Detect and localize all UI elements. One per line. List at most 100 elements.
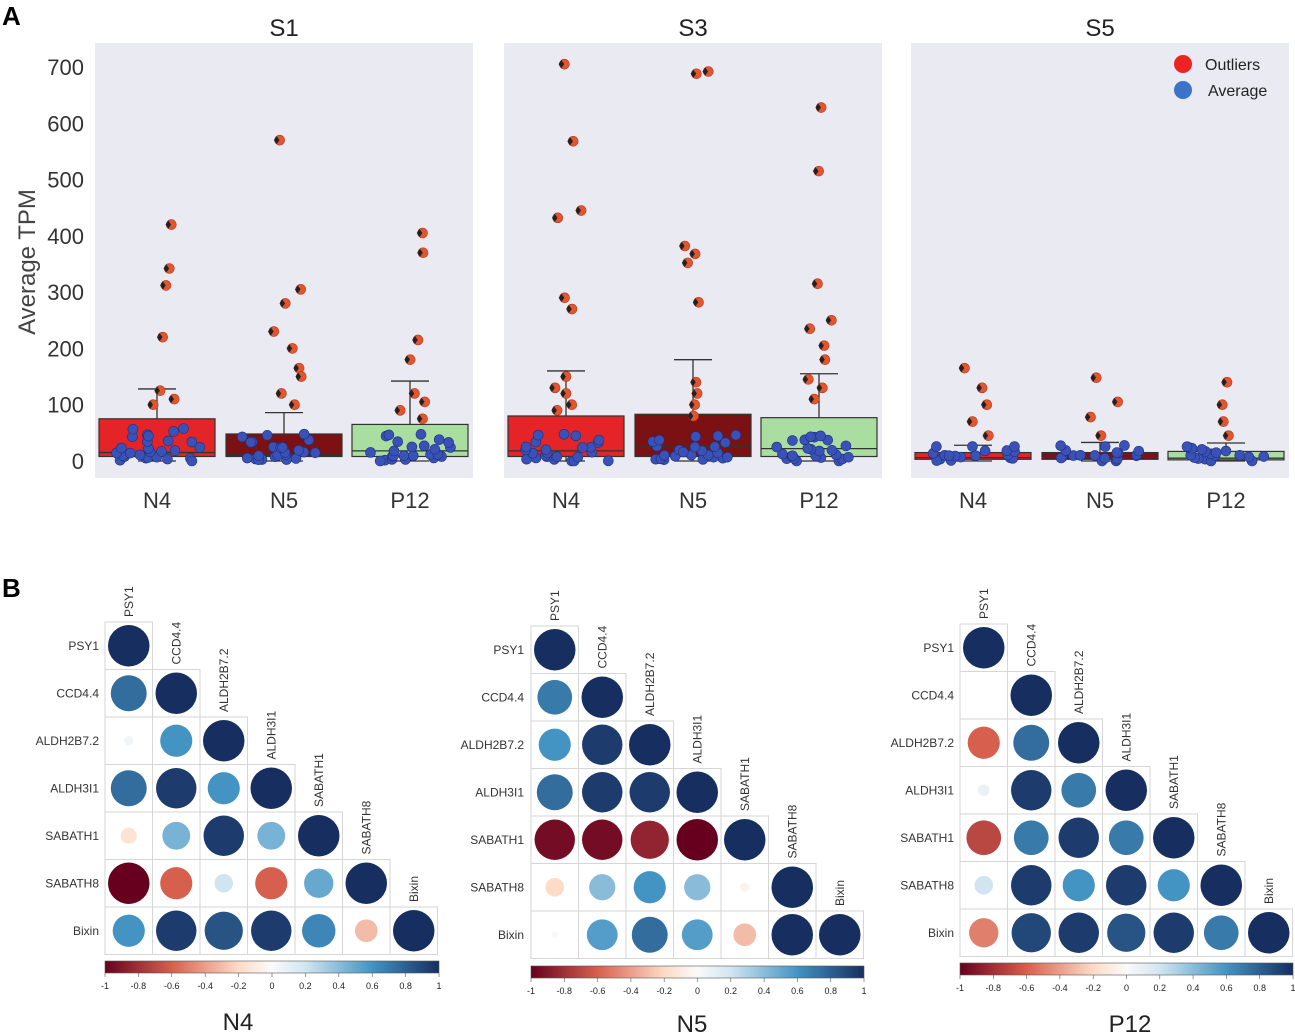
average-point [843,451,854,463]
colorbar-tick-label: -1 [527,986,535,996]
row-label: SABATH1 [900,831,954,845]
average-point [1009,441,1020,452]
panel-a-label: A [2,1,21,31]
average-point [1119,440,1130,451]
row-label: ALDH3I1 [905,783,954,797]
column-label: PSY1 [977,588,991,619]
colorbar-tick-label: -0.8 [557,986,573,996]
average-point [1234,449,1246,461]
outlier-marker [690,378,696,387]
colorbar-tick-label: -0.8 [131,981,147,991]
colorbar-tick-label: -0.4 [197,981,213,991]
outlier-marker [275,389,282,398]
correlation-circle [1058,817,1099,858]
outlier-marker [690,69,697,78]
average-point [815,430,826,442]
x-tick-label: N4 [959,488,987,513]
average-point [593,434,605,446]
correlation-circle [345,862,387,904]
correlation-circle [534,819,575,860]
column-label: ALDH3I1 [690,714,704,763]
average-point [659,450,670,461]
average-point [406,441,418,453]
correlation-circle [1062,869,1095,902]
correlation-circle [112,914,145,947]
column-label: ALDH2B7.2 [643,652,657,716]
row-label: ALDH2B7.2 [36,734,100,748]
correlation-circle [120,827,137,844]
outlier-marker [818,341,824,350]
row-label: SABATH8 [45,876,99,890]
outlier-marker [567,137,573,146]
outlier-marker [1084,413,1091,422]
outlier-marker [982,431,989,440]
average-point [178,423,189,434]
outlier-marker [147,400,154,409]
row-label: SABATH1 [470,833,524,847]
correlation-circle [581,676,623,718]
average-point [1220,445,1232,457]
correlation-circle [534,629,576,671]
colorbar-tick-label: -1 [956,983,964,993]
average-point [805,431,816,443]
column-label: SABATH8 [359,800,373,854]
correlation-circle [304,868,334,898]
outlier-marker [286,344,293,353]
y-tick-label: 0 [72,449,84,474]
colorbar-tick-label: 0.6 [791,986,804,996]
x-tick-label: N4 [552,488,580,513]
correlation-circle [162,821,191,850]
colorbar-tick-label: -0.4 [623,986,639,996]
colorbar-tick-label: -0.8 [986,983,1002,993]
colorbar-tick-label: -0.6 [1019,983,1035,993]
colorbar-tick-label: 0.2 [299,981,312,991]
correlation-circle [545,877,565,897]
average-point [712,430,724,442]
outlier-marker [412,335,418,344]
correlation-circle [1157,869,1190,902]
outlier-marker [551,406,557,415]
average-point [840,440,852,452]
row-label: PSY1 [493,643,524,657]
colorbar-tick-label: 0.2 [1154,983,1167,993]
correlation-circle [298,815,340,857]
correlation-circle [1011,865,1052,906]
outlier-marker [565,400,572,409]
x-tick-label: N4 [143,488,171,513]
x-tick-label: P12 [1206,488,1245,513]
column-label: Bixin [1262,878,1276,904]
subplot-background [911,43,1289,478]
outlier-marker [1111,397,1118,406]
colorbar-tick-label: 0.4 [1187,983,1200,993]
average-point [253,450,264,462]
outlier-marker [273,136,280,145]
average-point [1089,450,1101,461]
row-label: Bixin [498,928,524,942]
average-point [943,450,955,462]
correlation-circle [1107,913,1146,952]
correlation-circle [589,874,616,901]
correlation-circle [393,910,435,952]
column-label: SABATH8 [785,804,799,858]
outlier-marker [560,372,566,381]
correlation-circle [963,627,1005,669]
average-point [261,430,273,441]
row-label: ALDH3I1 [475,785,524,799]
average-point [168,426,179,437]
average-point [689,441,701,453]
y-tick-label: 100 [47,393,84,418]
column-label: Bixin [833,880,847,906]
correlation-circle [204,911,243,950]
correlation-circle [1010,674,1052,716]
correlation-circle [1058,912,1099,953]
average-point [654,434,665,446]
average-point [570,430,582,442]
average-point [730,429,742,441]
colorbar-tick-label: -0.2 [1085,983,1101,993]
colorbar-tick-label: 0.8 [1253,983,1266,993]
legend-label: Outliers [1205,57,1260,74]
heatmap-title: P12 [1109,1011,1152,1035]
outlier-marker [416,229,423,238]
average-point [777,448,788,460]
correlation-circle [203,815,244,856]
